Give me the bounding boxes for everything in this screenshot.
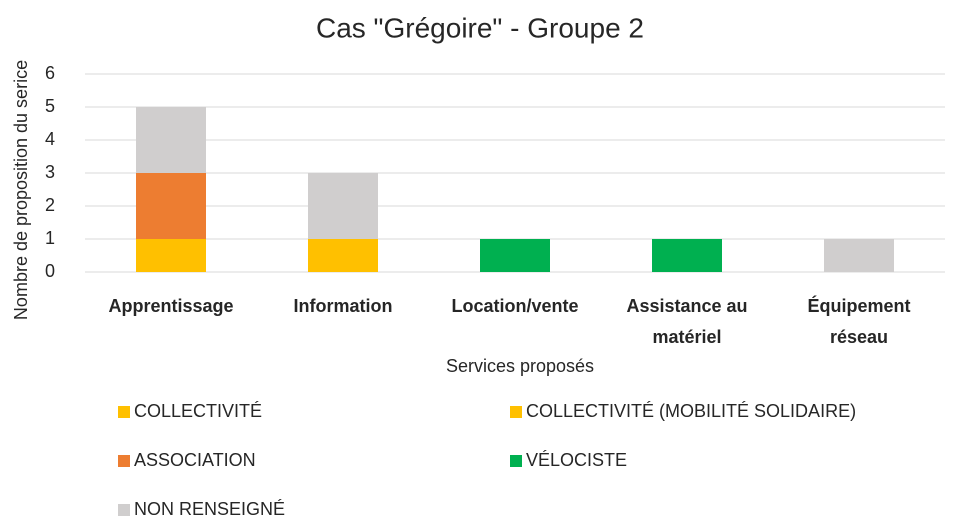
bar-segment: [136, 239, 206, 272]
legend-label: COLLECTIVITÉ (MOBILITÉ SOLIDAIRE): [526, 401, 856, 421]
x-axis-title: Services proposés: [446, 356, 594, 376]
bar-segment: [480, 239, 550, 272]
y-tick-label: 1: [45, 228, 55, 248]
bar-segment: [136, 107, 206, 173]
x-tick-label: Équipement réseau: [807, 295, 910, 347]
legend-label: ASSOCIATION: [134, 450, 256, 470]
legend-swatch: [510, 406, 522, 418]
legend-swatch: [118, 455, 130, 467]
y-tick-label: 2: [45, 195, 55, 215]
bar-segment: [308, 173, 378, 239]
bar-segment: [308, 239, 378, 272]
y-tick-label: 5: [45, 96, 55, 116]
x-tick-label: Information: [294, 296, 393, 316]
bar-segment: [136, 173, 206, 239]
chart-title: Cas "Grégoire" - Groupe 2: [316, 12, 644, 43]
x-tick-label: Assistance au matériel: [626, 296, 747, 347]
legend-swatch: [118, 504, 130, 516]
legend-label: NON RENSEIGNÉ: [134, 499, 285, 519]
legend-label: COLLECTIVITÉ: [134, 401, 262, 421]
y-tick-label: 4: [45, 129, 55, 149]
y-tick-label: 3: [45, 162, 55, 182]
bar-segment: [652, 239, 722, 272]
legend-label: VÉLOCISTE: [526, 450, 627, 470]
bar-segment: [824, 239, 894, 272]
legend-swatch: [510, 455, 522, 467]
y-tick-label: 0: [45, 261, 55, 281]
y-axis-title: Nombre de proposition du serice: [11, 60, 31, 320]
y-tick-label: 6: [45, 63, 55, 83]
x-tick-label: Location/vente: [451, 296, 578, 316]
x-tick-label: Apprentissage: [108, 296, 233, 316]
legend-swatch: [118, 406, 130, 418]
